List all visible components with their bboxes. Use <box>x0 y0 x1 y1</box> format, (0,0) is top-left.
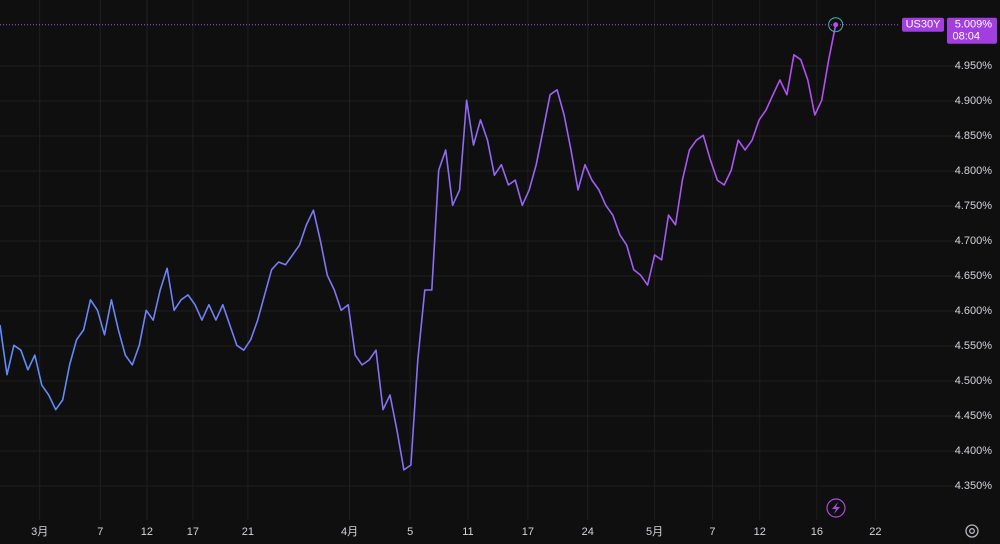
y-tick-label: 4.850% <box>955 130 993 142</box>
y-tick-label: 4.900% <box>955 95 993 107</box>
x-tick-label: 12 <box>754 526 766 538</box>
y-tick-label: 4.800% <box>955 165 993 177</box>
x-tick-label: 3月 <box>31 526 48 538</box>
y-tick-label: 4.950% <box>955 60 993 72</box>
x-tick-label: 4月 <box>341 526 358 538</box>
y-tick-label: 4.500% <box>955 375 993 387</box>
x-tick-label: 22 <box>869 526 881 538</box>
x-tick-label: 17 <box>187 526 199 538</box>
y-tick-label: 4.450% <box>955 410 993 422</box>
x-tick-label: 16 <box>811 526 823 538</box>
x-tick-label: 17 <box>522 526 534 538</box>
y-tick-label: 4.600% <box>955 305 993 317</box>
x-tick-label: 11 <box>462 526 473 538</box>
x-tick-label: 5 <box>407 526 413 538</box>
last-price-dot <box>833 22 839 28</box>
price-line <box>0 24 837 471</box>
y-tick-label: 4.350% <box>955 480 993 492</box>
x-tick-label: 7 <box>97 526 103 538</box>
price-badge <box>947 17 997 44</box>
x-tick-label: 24 <box>582 526 594 538</box>
symbol-label: US30Y <box>906 19 942 31</box>
x-tick-label: 12 <box>141 526 153 538</box>
y-tick-label: 4.650% <box>955 270 993 282</box>
x-tick-label: 7 <box>709 526 715 538</box>
y-tick-label: 4.750% <box>955 200 993 212</box>
y-tick-label: 4.400% <box>955 445 993 457</box>
x-tick-label: 5月 <box>646 526 663 538</box>
settings-icon[interactable] <box>965 524 979 538</box>
x-tick-label: 21 <box>242 526 254 538</box>
y-tick-label: 4.700% <box>955 235 993 247</box>
price-label: 5.009% <box>955 19 993 31</box>
last-price-halo <box>828 17 844 33</box>
alert-icon[interactable] <box>826 498 846 518</box>
y-tick-label: 4.550% <box>955 340 993 352</box>
symbol-badge <box>902 17 944 32</box>
countdown-label: 08:04 <box>952 31 980 43</box>
